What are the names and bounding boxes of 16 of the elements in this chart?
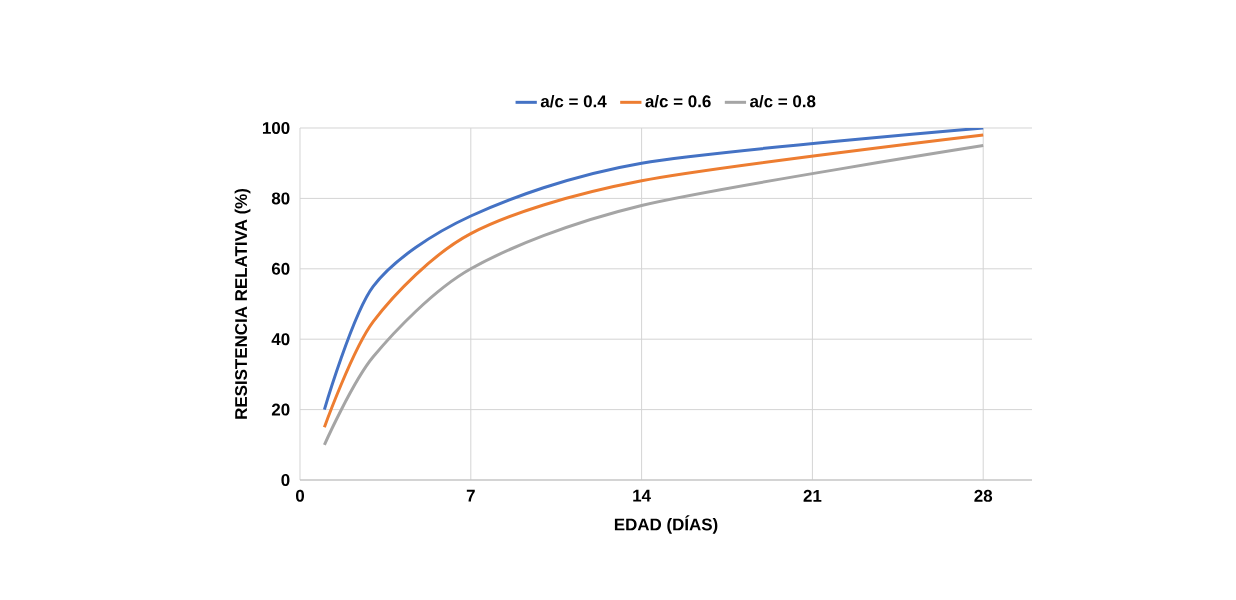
y-tick-label: 80 [271, 192, 290, 205]
x-tick-label: 21 [803, 489, 822, 502]
y-tick-label: 20 [271, 403, 290, 416]
x-tick-label: 14 [633, 489, 651, 502]
legend-label: a/c = 0.6 [645, 94, 711, 108]
y-tick-label: 0 [281, 474, 290, 486]
legend-label: a/c = 0.8 [750, 94, 816, 108]
x-tick-label: 0 [295, 489, 305, 502]
x-tick-label: 28 [974, 489, 993, 502]
y-axis-title: RESISTENCIA RELATIVA (%) [234, 188, 251, 419]
legend-label: a/c = 0.4 [540, 94, 607, 108]
y-tick-label: 40 [271, 333, 290, 346]
x-axis-title: EDAD (DÍAS) [614, 515, 718, 534]
x-tick-label: 7 [466, 489, 475, 502]
y-tick-label: 60 [271, 262, 290, 275]
y-tick-label: 100 [262, 122, 290, 134]
